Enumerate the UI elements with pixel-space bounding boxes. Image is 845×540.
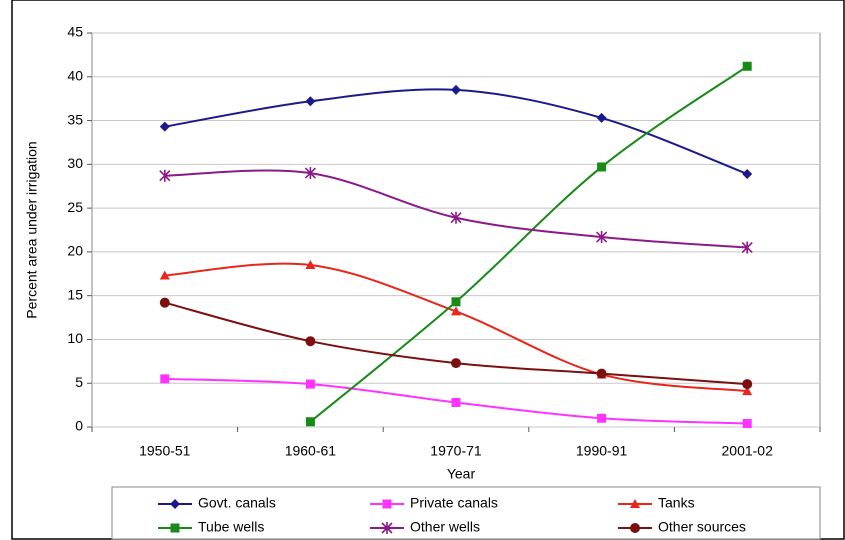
legend-label: Private canals xyxy=(410,495,498,511)
y-axis-label: Percent area under irrigation xyxy=(24,141,40,318)
marker xyxy=(170,523,180,533)
marker xyxy=(304,167,316,180)
x-tick-label: 1950-51 xyxy=(139,443,191,459)
marker xyxy=(630,523,640,533)
y-tick-label: 5 xyxy=(75,374,83,390)
legend xyxy=(111,486,821,540)
x-tick-label: 1960-61 xyxy=(285,443,337,459)
y-tick-label: 0 xyxy=(75,418,83,434)
marker xyxy=(742,379,753,390)
x-tick-label: 2001-02 xyxy=(722,443,774,459)
marker xyxy=(597,162,607,172)
marker xyxy=(170,499,180,509)
marker xyxy=(451,397,461,407)
y-tick-label: 30 xyxy=(67,155,83,171)
x-axis-label: Year xyxy=(447,466,476,482)
marker xyxy=(742,168,753,179)
y-tick-label: 10 xyxy=(67,330,83,346)
marker xyxy=(159,121,170,132)
legend-label: Govt. canals xyxy=(198,495,276,511)
marker xyxy=(305,260,316,270)
y-tick-label: 40 xyxy=(67,67,83,83)
marker xyxy=(305,96,316,107)
y-tick-label: 45 xyxy=(67,24,83,40)
y-tick-label: 25 xyxy=(67,199,83,215)
marker xyxy=(742,418,752,428)
legend-label: Other wells xyxy=(410,519,480,535)
x-tick-label: 1990-91 xyxy=(576,443,628,459)
legend-label: Tube wells xyxy=(198,519,264,535)
marker xyxy=(305,417,315,427)
marker xyxy=(596,112,607,123)
marker xyxy=(160,374,170,384)
marker xyxy=(450,211,462,224)
marker xyxy=(451,358,461,369)
marker xyxy=(630,499,640,508)
marker xyxy=(742,61,752,71)
x-tick-label: 1970-71 xyxy=(430,443,482,459)
marker xyxy=(381,522,393,534)
marker xyxy=(159,297,170,308)
marker xyxy=(596,231,608,244)
marker xyxy=(451,84,461,95)
marker xyxy=(742,386,753,396)
marker xyxy=(382,499,392,509)
y-tick-label: 15 xyxy=(67,286,83,302)
series-line xyxy=(309,65,748,423)
legend-label: Other sources xyxy=(658,519,746,535)
marker xyxy=(597,413,607,423)
marker xyxy=(305,379,315,389)
marker xyxy=(159,169,171,182)
y-tick-label: 20 xyxy=(67,243,83,259)
marker xyxy=(305,336,316,347)
y-tick-label: 35 xyxy=(67,111,83,127)
marker xyxy=(159,270,170,280)
marker xyxy=(741,241,753,254)
marker xyxy=(596,368,607,379)
marker xyxy=(451,297,461,307)
legend-label: Tanks xyxy=(658,495,695,511)
marker xyxy=(451,306,461,316)
